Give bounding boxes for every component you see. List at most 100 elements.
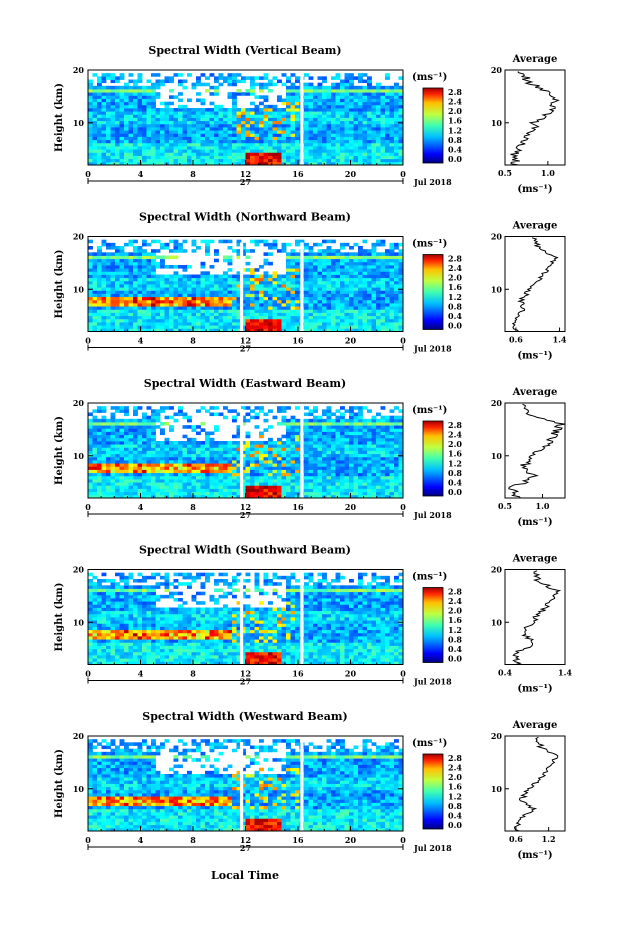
heatmap-cell <box>133 284 138 288</box>
heatmap-cell <box>250 280 255 285</box>
heatmap-cell <box>331 111 336 115</box>
heatmap-cell <box>205 299 210 304</box>
colorbar-tick-label: 2.8 <box>448 254 462 264</box>
heatmap-cell <box>205 149 210 153</box>
heatmap-cell <box>331 309 336 313</box>
heatmap-cell <box>398 242 404 247</box>
heatmap-cell <box>290 312 296 317</box>
heatmap-cell <box>178 82 183 87</box>
heatmap-cell <box>376 95 381 99</box>
heatmap-cell <box>92 482 98 486</box>
heatmap-cell <box>164 460 170 464</box>
heatmap-cell <box>313 488 318 493</box>
heatmap-cell <box>272 82 278 87</box>
heatmap-cell <box>259 494 264 499</box>
heatmap-cell <box>322 265 327 269</box>
heatmap-cell <box>317 322 323 326</box>
heatmap-cell <box>250 299 255 304</box>
heatmap-cell <box>326 422 332 426</box>
heatmap-cell <box>169 488 174 493</box>
heatmap-cell <box>124 293 129 298</box>
heatmap-cell <box>214 412 219 417</box>
heatmap-cell <box>92 466 98 470</box>
heatmap-cell <box>88 239 93 244</box>
heatmap-cell <box>92 315 98 320</box>
heatmap-cell <box>286 277 291 282</box>
heatmap-cell <box>209 312 215 317</box>
heatmap-cell <box>178 155 183 160</box>
heatmap-cell <box>367 271 372 275</box>
heatmap-cell <box>187 318 192 323</box>
heatmap-cell <box>164 76 170 80</box>
heatmap-cell <box>209 303 215 307</box>
heatmap-cell <box>173 108 179 112</box>
heatmap-cell <box>241 422 246 426</box>
heatmap-cell <box>205 123 210 128</box>
heatmap-cell <box>380 85 386 90</box>
heatmap-cell <box>92 101 98 106</box>
heatmap-cell <box>227 485 233 489</box>
heatmap-cell <box>344 108 350 112</box>
heatmap-cell <box>245 120 251 125</box>
heatmap-cell <box>254 453 260 458</box>
heatmap-cell <box>295 460 300 464</box>
heatmap-cell <box>88 92 93 96</box>
heatmap-cell <box>178 409 183 413</box>
heatmap-cell <box>290 108 296 112</box>
heatmap-cell <box>209 456 215 461</box>
heatmap-cell <box>376 89 381 93</box>
heatmap-cell <box>115 101 120 106</box>
heatmap-cell <box>313 491 318 496</box>
heatmap-cell <box>182 280 188 285</box>
heatmap-cell <box>191 142 197 147</box>
heatmap-cell <box>187 482 192 486</box>
heatmap-cell <box>160 127 165 131</box>
heatmap-cell <box>322 139 327 144</box>
heatmap-cell <box>115 488 120 493</box>
heatmap-cell <box>245 290 251 294</box>
heatmap-cell <box>124 101 129 106</box>
heatmap-cell <box>263 463 269 467</box>
heatmap-cell <box>164 456 170 461</box>
heatmap-cell <box>254 469 260 474</box>
heatmap-cell <box>196 108 201 112</box>
heatmap-cell <box>124 111 129 115</box>
heatmap-cell <box>110 114 116 118</box>
heatmap-cell <box>326 456 332 461</box>
heatmap-cell <box>380 280 386 285</box>
profile-y-tick-label: 20 <box>491 232 503 242</box>
heatmap-cell <box>173 142 179 147</box>
heatmap-cell <box>196 482 201 486</box>
heatmap-cell <box>241 485 246 489</box>
heatmap-cell <box>304 123 309 128</box>
heatmap-cell <box>245 142 251 147</box>
heatmap-cell <box>88 412 93 417</box>
heatmap-cell <box>308 142 314 147</box>
heatmap-cell <box>133 92 138 96</box>
heatmap-cell <box>286 306 291 310</box>
heatmap-cell <box>88 441 93 445</box>
heatmap-cell <box>88 98 93 103</box>
heatmap-cell <box>331 98 336 103</box>
heatmap-cell <box>308 418 314 423</box>
heatmap-cell <box>344 255 350 260</box>
heatmap-cell <box>241 117 246 122</box>
heatmap-cell <box>367 92 372 96</box>
heatmap-cell <box>290 152 296 156</box>
heatmap-cell <box>349 79 354 84</box>
heatmap-cell <box>191 149 197 153</box>
heatmap-cell <box>88 111 93 115</box>
heatmap-cell <box>182 79 188 84</box>
heatmap-cell <box>128 101 134 106</box>
heatmap-cell <box>398 255 404 260</box>
heatmap-cell <box>250 120 255 125</box>
heatmap-cell <box>340 322 345 326</box>
heatmap-cell <box>151 482 156 486</box>
heatmap-cell <box>331 142 336 147</box>
heatmap-cell <box>119 485 125 489</box>
heatmap-cell <box>322 133 327 137</box>
heatmap-cell <box>164 450 170 455</box>
heatmap-cell <box>268 287 273 291</box>
heatmap-cell <box>281 146 287 150</box>
heatmap-cell <box>232 441 237 445</box>
